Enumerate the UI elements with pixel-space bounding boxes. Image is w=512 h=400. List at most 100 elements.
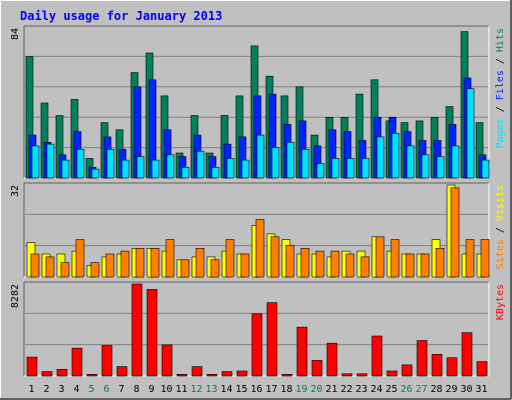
bar-pages-day-5 [91,168,100,179]
bar-pages-day-15 [241,159,250,179]
bar-pages-day-14 [226,158,235,179]
bar-kbytes-day-10 [161,344,173,377]
bar-kbytes-day-25 [386,370,398,377]
y-max-label: 8282 [10,284,21,308]
bar-kbytes-day-6 [101,345,113,377]
bar-sites-day-26 [405,253,415,278]
day-label-25: 25 [385,384,397,395]
bar-pages-day-8 [136,156,145,179]
bar-sites-day-20 [315,250,325,278]
bar-sites-day-8 [135,248,145,278]
bar-pages-day-12 [196,150,205,179]
day-label-20: 20 [310,384,322,395]
hits-files-pages-panel: 84 Pages / Files / Hits [10,25,506,179]
bar-sites-day-29 [450,187,460,278]
bar-sites-day-13 [210,259,220,278]
bar-sites-day-18 [285,245,295,278]
bar-kbytes-day-30 [461,332,473,377]
day-label-14: 14 [220,384,232,395]
bar-pages-day-4 [76,149,85,179]
bar-pages-day-16 [256,134,265,179]
day-label-16: 16 [250,384,262,395]
day-label-13: 13 [205,384,217,395]
bar-kbytes-day-28 [431,353,443,377]
day-label-3: 3 [58,384,64,395]
bar-sites-day-19 [300,248,310,278]
bar-pages-day-2 [46,143,55,179]
bar-pages-day-28 [436,156,445,179]
bar-sites-day-2 [45,256,55,278]
bar-sites-day-4 [75,239,85,278]
day-label-30: 30 [460,384,472,395]
bar-pages-day-22 [346,158,355,179]
day-label-18: 18 [280,384,292,395]
bar-kbytes-day-29 [446,357,458,377]
bar-kbytes-day-14 [221,371,233,377]
bar-pages-day-9 [151,159,160,179]
day-label-17: 17 [265,384,277,395]
bar-kbytes-day-17 [266,302,278,377]
series-legend-label: KBytes [495,284,506,320]
bar-kbytes-day-22 [341,373,353,377]
day-label-8: 8 [133,384,139,395]
bar-kbytes-day-24 [371,335,383,377]
day-label-5: 5 [88,384,94,395]
bar-kbytes-day-4 [71,347,83,377]
bar-sites-day-6 [105,253,115,278]
legend-part: / [495,221,506,239]
visits-sites-panel: 32 Sites / Visits [10,182,506,278]
day-label-21: 21 [325,384,337,395]
bar-sites-day-22 [345,253,355,278]
bar-pages-day-7 [121,159,130,179]
day-label-19: 19 [295,384,307,395]
bar-kbytes-day-15 [236,370,248,377]
bar-sites-day-24 [375,236,385,278]
bar-kbytes-day-13 [206,373,218,377]
bar-sites-day-16 [255,219,265,278]
bar-kbytes-day-1 [26,356,38,377]
bar-sites-day-5 [90,262,100,278]
day-label-27: 27 [415,384,427,395]
bar-pages-day-21 [331,158,340,179]
bar-pages-day-31 [481,159,490,179]
bar-sites-day-14 [225,239,235,278]
bar-sites-day-28 [435,248,445,278]
bar-pages-day-18 [286,142,295,179]
bar-sites-day-27 [420,253,430,278]
bar-kbytes-day-18 [281,373,293,377]
bar-sites-day-17 [270,236,280,278]
bar-sites-day-31 [480,239,490,278]
kbytes-panel: 8282 KBytes [10,281,506,377]
day-label-22: 22 [340,384,352,395]
day-label-6: 6 [103,384,109,395]
day-label-10: 10 [160,384,172,395]
bar-pages-day-10 [166,154,175,179]
day-label-23: 23 [355,384,367,395]
chart-title: Daily usage for January 2013 [20,9,222,23]
bar-kbytes-day-7 [116,366,128,377]
day-label-4: 4 [73,384,79,395]
day-label-7: 7 [118,384,124,395]
bar-kbytes-day-23 [356,373,368,377]
day-label-28: 28 [430,384,442,395]
day-label-15: 15 [235,384,247,395]
bar-sites-day-30 [465,239,475,278]
legend-part: Sites [495,239,506,269]
bar-pages-day-26 [406,145,415,179]
bar-kbytes-day-20 [311,360,323,377]
bar-pages-day-20 [316,163,325,179]
series-legend-label: Pages / Files / Hits [495,28,506,148]
bar-pages-day-27 [421,154,430,179]
bar-sites-day-25 [390,239,400,278]
legend-part: KBytes [495,284,506,320]
legend-part: / [495,100,506,118]
bar-pages-day-25 [391,133,400,179]
bar-pages-day-13 [211,167,220,179]
bar-kbytes-day-31 [476,361,488,377]
bar-sites-day-7 [120,250,130,278]
day-label-24: 24 [370,384,382,395]
bar-sites-day-21 [330,250,340,278]
bar-kbytes-day-2 [41,371,53,377]
bar-pages-day-1 [31,145,40,179]
